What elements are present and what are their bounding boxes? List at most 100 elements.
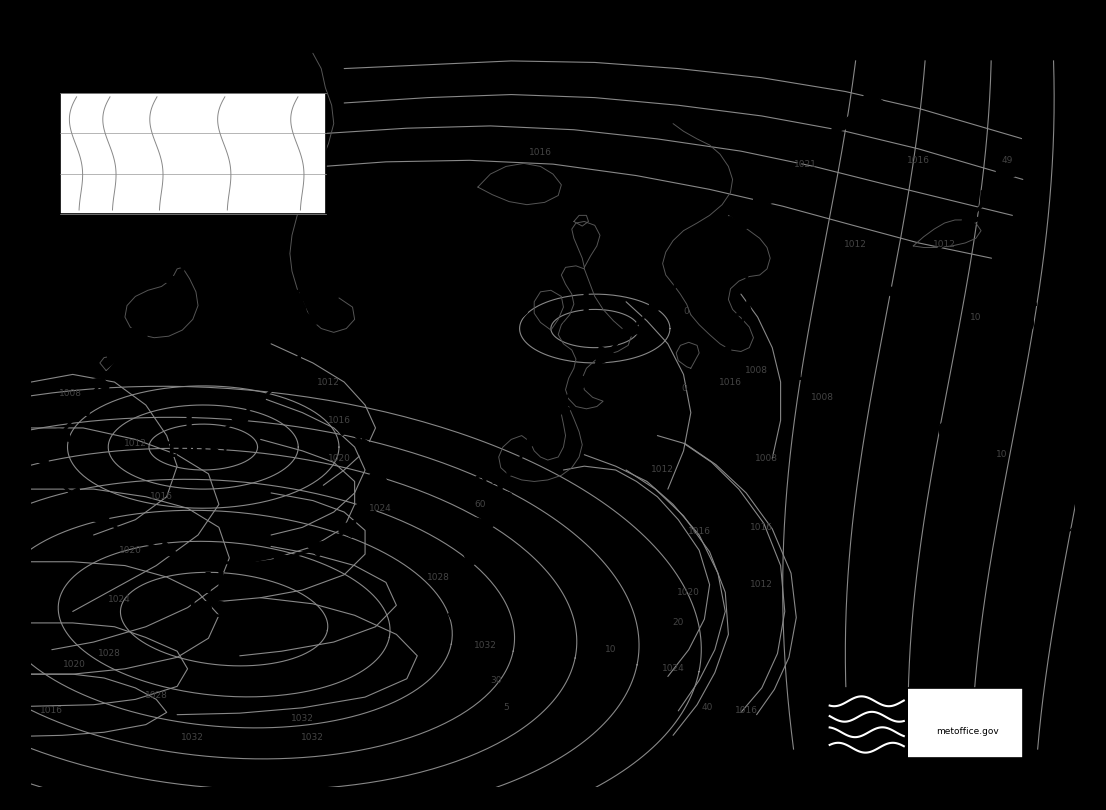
Text: 1012: 1012 — [317, 377, 340, 386]
Bar — [824, 688, 1023, 758]
Text: 1023: 1023 — [446, 475, 503, 495]
Polygon shape — [273, 552, 296, 569]
Text: 10: 10 — [970, 313, 982, 322]
Polygon shape — [730, 326, 748, 336]
Polygon shape — [50, 429, 70, 441]
Polygon shape — [28, 454, 49, 466]
Text: 1020: 1020 — [118, 546, 142, 555]
Polygon shape — [69, 404, 90, 416]
Text: 1012: 1012 — [844, 240, 867, 249]
Text: ×: × — [125, 330, 135, 343]
Text: 1008: 1008 — [59, 389, 82, 398]
Polygon shape — [338, 259, 353, 274]
Polygon shape — [88, 509, 112, 525]
Polygon shape — [595, 346, 619, 365]
Polygon shape — [231, 411, 248, 423]
Polygon shape — [507, 457, 529, 476]
Polygon shape — [355, 494, 376, 512]
Text: H: H — [463, 445, 487, 472]
Text: 80: 80 — [70, 220, 82, 230]
Polygon shape — [699, 242, 723, 262]
Polygon shape — [62, 488, 83, 505]
Polygon shape — [158, 232, 176, 239]
Polygon shape — [509, 237, 530, 253]
Text: 1012: 1012 — [933, 240, 956, 249]
Polygon shape — [299, 311, 317, 326]
Text: 1003: 1003 — [164, 441, 222, 461]
Text: L: L — [226, 296, 243, 323]
Text: 1000: 1000 — [895, 422, 952, 441]
Text: 49: 49 — [1001, 156, 1013, 164]
Text: 101: 101 — [1016, 521, 1061, 541]
Text: L: L — [581, 292, 598, 320]
Text: ×: × — [261, 330, 271, 343]
Text: 5: 5 — [503, 702, 509, 711]
Text: 1028: 1028 — [427, 573, 450, 582]
Text: 1016: 1016 — [150, 492, 173, 501]
Polygon shape — [446, 251, 458, 266]
Polygon shape — [409, 248, 420, 262]
Text: ×: × — [219, 445, 229, 458]
Polygon shape — [941, 231, 961, 247]
Text: L: L — [90, 296, 107, 323]
Text: 1008: 1008 — [811, 393, 834, 402]
Text: 70N: 70N — [34, 88, 54, 98]
Text: L: L — [184, 410, 201, 438]
Polygon shape — [858, 90, 884, 109]
Polygon shape — [126, 328, 147, 339]
Text: 1028: 1028 — [97, 649, 121, 658]
Text: H: H — [202, 571, 226, 599]
Text: ×: × — [1065, 525, 1075, 538]
Polygon shape — [1009, 147, 1029, 164]
Polygon shape — [504, 212, 525, 228]
Polygon shape — [205, 429, 225, 444]
Text: 1012: 1012 — [651, 466, 674, 475]
Text: 1003: 1003 — [561, 322, 618, 343]
Polygon shape — [843, 324, 862, 335]
Polygon shape — [724, 216, 749, 237]
Text: L: L — [1020, 284, 1036, 312]
Polygon shape — [234, 556, 258, 571]
Text: 60N: 60N — [34, 128, 54, 139]
Polygon shape — [146, 302, 166, 314]
Polygon shape — [511, 262, 532, 277]
Text: 1032: 1032 — [302, 733, 324, 742]
Text: 0: 0 — [681, 384, 688, 393]
Text: 1024: 1024 — [661, 664, 685, 673]
Polygon shape — [899, 269, 919, 285]
Text: 15: 15 — [154, 81, 166, 91]
Polygon shape — [880, 287, 897, 298]
Text: 25: 25 — [122, 220, 134, 230]
Polygon shape — [751, 190, 775, 211]
Text: 0: 0 — [684, 307, 689, 316]
Text: 50N: 50N — [34, 168, 54, 179]
Polygon shape — [528, 428, 550, 448]
Polygon shape — [489, 486, 511, 506]
Text: 1023: 1023 — [790, 364, 848, 385]
Text: 1024: 1024 — [369, 504, 393, 513]
Text: 1023: 1023 — [404, 372, 462, 392]
Polygon shape — [980, 190, 999, 207]
Polygon shape — [366, 465, 387, 482]
Text: 1024: 1024 — [108, 595, 132, 604]
Text: 20: 20 — [672, 618, 684, 628]
Polygon shape — [511, 286, 532, 301]
Text: 1008: 1008 — [745, 366, 768, 375]
Text: 40: 40 — [702, 702, 713, 711]
Polygon shape — [778, 165, 802, 185]
Text: ×: × — [240, 605, 250, 618]
Polygon shape — [39, 464, 59, 482]
Text: 10: 10 — [997, 450, 1008, 459]
Polygon shape — [453, 582, 478, 600]
Text: H: H — [421, 341, 445, 369]
Polygon shape — [361, 438, 380, 456]
Polygon shape — [833, 346, 852, 355]
Polygon shape — [194, 551, 218, 566]
Polygon shape — [997, 169, 1015, 186]
Text: 1003: 1003 — [206, 326, 263, 346]
Text: 60: 60 — [474, 500, 486, 509]
Polygon shape — [961, 211, 981, 228]
Text: 1035: 1035 — [185, 602, 242, 621]
Text: ×: × — [1054, 318, 1065, 331]
Polygon shape — [620, 320, 645, 339]
